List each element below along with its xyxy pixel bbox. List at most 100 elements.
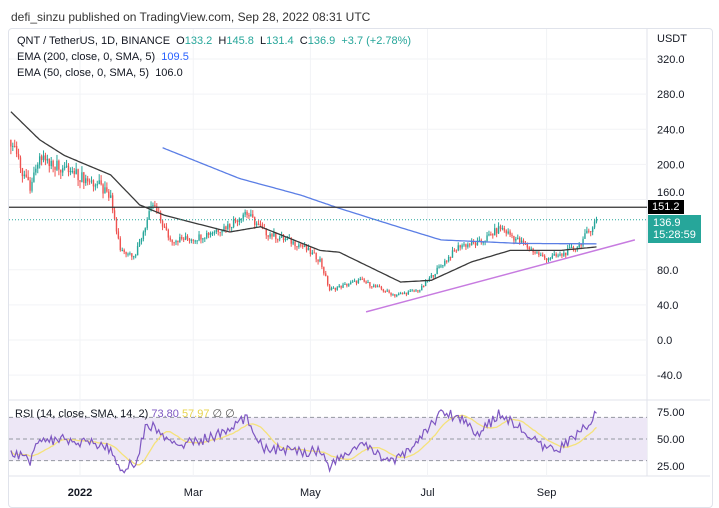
candle-body bbox=[204, 237, 206, 239]
candle-body bbox=[152, 205, 154, 207]
candle-body bbox=[501, 228, 504, 230]
candle-body bbox=[419, 290, 421, 292]
candle-body bbox=[430, 275, 433, 278]
candle-body bbox=[434, 274, 436, 277]
candle-body bbox=[313, 252, 315, 254]
candle-body bbox=[363, 279, 365, 282]
candle-body bbox=[48, 158, 50, 167]
candle-body bbox=[290, 237, 292, 244]
candle-body bbox=[591, 227, 594, 233]
candle-body bbox=[549, 258, 552, 260]
candle-body bbox=[186, 236, 189, 239]
high-label: H bbox=[218, 35, 227, 47]
candle-body bbox=[559, 254, 561, 256]
candle-body bbox=[188, 238, 191, 241]
candle-body bbox=[517, 237, 519, 239]
candle-body bbox=[123, 249, 125, 253]
candle-body bbox=[411, 290, 413, 292]
candle-body bbox=[111, 195, 114, 211]
candle-body bbox=[29, 180, 31, 191]
candle-body bbox=[325, 273, 327, 277]
rsi-sma-value: 57.97 bbox=[181, 408, 210, 420]
candle-body bbox=[511, 234, 513, 237]
candle-body bbox=[461, 245, 463, 248]
bar-countdown: 15:28:59 bbox=[653, 229, 696, 241]
candle-body bbox=[69, 171, 72, 173]
candle-body bbox=[413, 290, 415, 292]
candle-body bbox=[86, 178, 89, 182]
candle-body bbox=[257, 223, 260, 225]
candle-body bbox=[88, 181, 91, 183]
candle-body bbox=[409, 290, 411, 292]
candle-body bbox=[110, 195, 112, 198]
candle-body bbox=[213, 231, 216, 233]
price-tick-label: 280.0 bbox=[657, 89, 685, 101]
candle-body bbox=[515, 238, 517, 241]
candle-body bbox=[192, 239, 194, 241]
candle-body bbox=[133, 256, 135, 258]
candle-body bbox=[332, 287, 335, 289]
candle-body bbox=[225, 226, 227, 230]
candle-body bbox=[92, 180, 95, 187]
candle-body bbox=[424, 281, 427, 287]
price-tick-label: -40.0 bbox=[657, 370, 682, 382]
candle-body bbox=[134, 255, 137, 257]
candle-body bbox=[104, 187, 106, 194]
candle-body bbox=[273, 232, 275, 237]
hidden-values-icon: ∅ ∅ bbox=[212, 408, 235, 420]
candle-body bbox=[121, 249, 123, 251]
candle-body bbox=[278, 237, 281, 240]
candle-body bbox=[593, 221, 596, 228]
candle-body bbox=[169, 237, 171, 240]
candle-body bbox=[37, 164, 39, 169]
candle-body bbox=[513, 236, 515, 241]
candle-body bbox=[388, 290, 390, 293]
candle-body bbox=[380, 286, 383, 290]
candle-body bbox=[148, 211, 150, 220]
candle-body bbox=[490, 234, 492, 236]
low-label: L bbox=[259, 35, 267, 47]
candle-body bbox=[342, 284, 344, 288]
candle-body bbox=[315, 252, 317, 260]
candle-body bbox=[19, 157, 22, 169]
candle-body bbox=[555, 254, 557, 257]
candle-body bbox=[588, 230, 590, 232]
candle-body bbox=[463, 244, 465, 246]
candle-body bbox=[284, 239, 287, 241]
candle-body bbox=[67, 165, 70, 173]
candle-body bbox=[302, 245, 304, 247]
rsi-legend[interactable]: RSI (14, close, SMA, 14, 2) 73.80 57.97 … bbox=[15, 407, 235, 420]
candle-body bbox=[415, 290, 417, 292]
price-tick-label: 0.0 bbox=[657, 335, 672, 347]
candle-body bbox=[271, 234, 273, 237]
candle-body bbox=[100, 180, 102, 185]
candle-body bbox=[159, 212, 162, 221]
candle-body bbox=[520, 240, 523, 243]
candle-body bbox=[163, 226, 166, 228]
open-label: O bbox=[176, 35, 185, 47]
candle-body bbox=[131, 253, 133, 257]
ema50-legend[interactable]: EMA (50, close, 0, SMA, 5) 106.0 bbox=[17, 67, 183, 79]
candle-body bbox=[73, 171, 75, 175]
candle-body bbox=[373, 285, 375, 287]
candle-body bbox=[449, 256, 452, 258]
ema200-legend[interactable]: EMA (200, close, 0, SMA, 5) 109.5 bbox=[17, 51, 189, 63]
candle-body bbox=[543, 255, 546, 259]
candle-body bbox=[317, 259, 319, 262]
candle-body bbox=[254, 217, 256, 225]
ema200-value: 109.5 bbox=[161, 51, 189, 63]
candle-body bbox=[465, 244, 467, 247]
candle-body bbox=[14, 145, 16, 147]
candle-body bbox=[578, 244, 580, 248]
candle-body bbox=[436, 267, 438, 275]
candle-body bbox=[292, 241, 294, 244]
candle-body bbox=[428, 277, 431, 282]
candle-body bbox=[470, 241, 473, 246]
candle-body bbox=[275, 232, 277, 240]
candle-body bbox=[357, 279, 360, 284]
candle-body bbox=[265, 228, 267, 236]
candle-body bbox=[296, 246, 298, 248]
candle-body bbox=[586, 230, 588, 234]
candle-body bbox=[334, 287, 337, 290]
